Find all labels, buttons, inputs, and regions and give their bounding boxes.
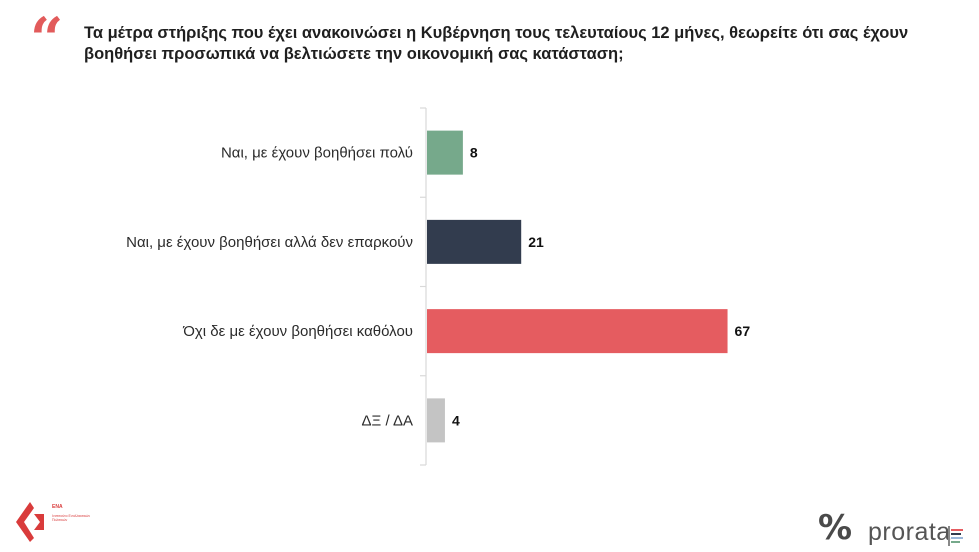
bar (427, 309, 728, 354)
value-label: 21 (528, 234, 544, 250)
value-label: 8 (470, 145, 478, 161)
quote-mark-icon: “ (30, 5, 64, 73)
category-label: ΔΞ / ΔΑ (362, 412, 413, 429)
value-label: 67 (735, 323, 751, 339)
percent-logo-icon: % (818, 508, 853, 548)
bar (427, 398, 445, 443)
ena-logo-title: ΕΝΑ (52, 504, 63, 510)
category-label: Ναι, με έχουν βοηθήσει αλλά δεν επαρκούν (126, 234, 413, 251)
category-label: Ναι, με έχουν βοηθήσει πολύ (221, 145, 413, 162)
ena-logo-icon (16, 502, 44, 542)
prorata-brand: prorata (868, 518, 951, 546)
value-label: 4 (452, 412, 460, 428)
bar (427, 219, 522, 264)
prorata-bars-icon (948, 526, 963, 546)
category-label: Όχι δε με έχουν βοηθήσει καθόλου (182, 323, 413, 340)
ena-logo-subtitle: Ινστιτούτο Εναλλακτικών Πολιτικών (52, 514, 91, 522)
bar (427, 130, 463, 175)
survey-question: Τα μέτρα στήριξης που έχει ανακοινώσει η… (84, 24, 909, 63)
ena-logo: ΕΝΑ Ινστιτούτο Εναλλακτικών Πολιτικών (14, 500, 104, 548)
